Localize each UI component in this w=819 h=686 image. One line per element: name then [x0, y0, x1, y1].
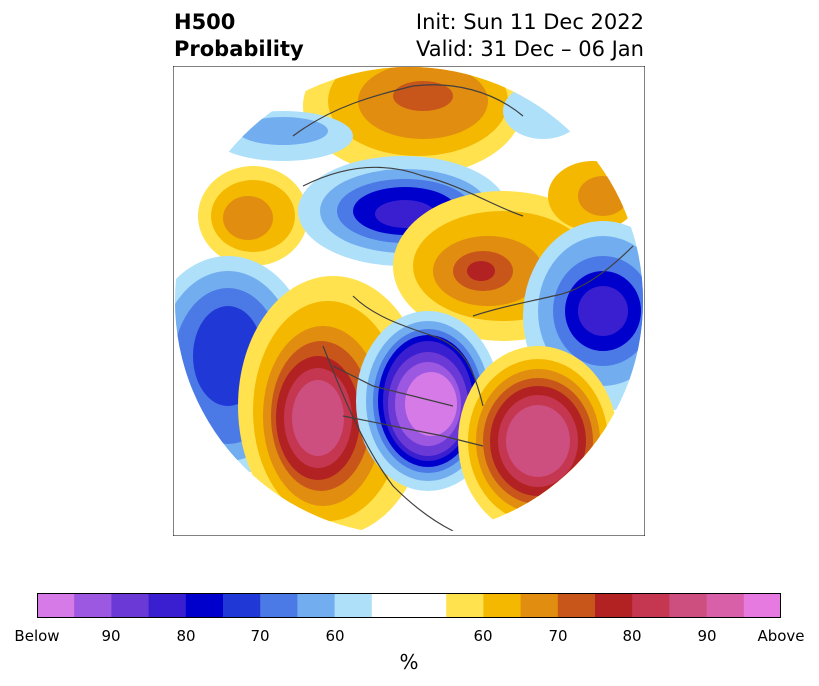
colorbar-swatch: [409, 593, 447, 618]
colorbar-unit: %: [399, 650, 419, 674]
colorbar-border: [37, 593, 781, 618]
title-h500: H500: [174, 10, 236, 34]
colorbar-swatch: [669, 593, 708, 618]
colorbar-tick: 60: [473, 627, 493, 645]
colorbar-tick: Below: [14, 627, 60, 645]
colorbar-swatch: [185, 593, 224, 618]
valid-range: Valid: 31 Dec – 06 Jan: [415, 37, 644, 61]
init-date: Init: Sun 11 Dec 2022: [415, 10, 644, 34]
anomaly-above-left: [198, 166, 308, 266]
colorbar-swatch: [595, 593, 633, 618]
anomaly-above-west: [238, 276, 428, 535]
colorbar-tick: 80: [622, 627, 642, 645]
colorbar-swatch: [297, 593, 336, 618]
colorbar-swatch: [148, 593, 187, 618]
colorbar-swatch: [74, 593, 112, 618]
colorbar-swatch: [520, 593, 559, 618]
colorbar-swatch: [446, 593, 484, 618]
colorbar-swatch: [223, 593, 261, 618]
title-probability: Probability: [174, 37, 304, 61]
colorbar: [37, 593, 781, 618]
colorbar-tick: 90: [697, 627, 717, 645]
colorbar-tick: 90: [101, 627, 121, 645]
colorbar-swatch: [557, 593, 596, 618]
colorbar-tick: 70: [548, 627, 568, 645]
colorbar-tick: 70: [250, 627, 270, 645]
colorbar-swatch: [334, 593, 373, 618]
probability-map: [173, 66, 645, 536]
colorbar-swatch: [111, 593, 150, 618]
colorbar-swatch: [260, 593, 298, 618]
colorbar-swatch: [37, 593, 75, 618]
colorbar-swatch: [483, 593, 522, 618]
colorbar-tick: Above: [757, 627, 805, 645]
colorbar-swatch: [743, 593, 781, 618]
colorbar-tick: 80: [176, 627, 196, 645]
colorbar-swatch: [706, 593, 745, 618]
colorbar-swatch: [371, 593, 410, 618]
colorbar-swatch: [632, 593, 670, 618]
colorbar-tick: 60: [325, 627, 345, 645]
